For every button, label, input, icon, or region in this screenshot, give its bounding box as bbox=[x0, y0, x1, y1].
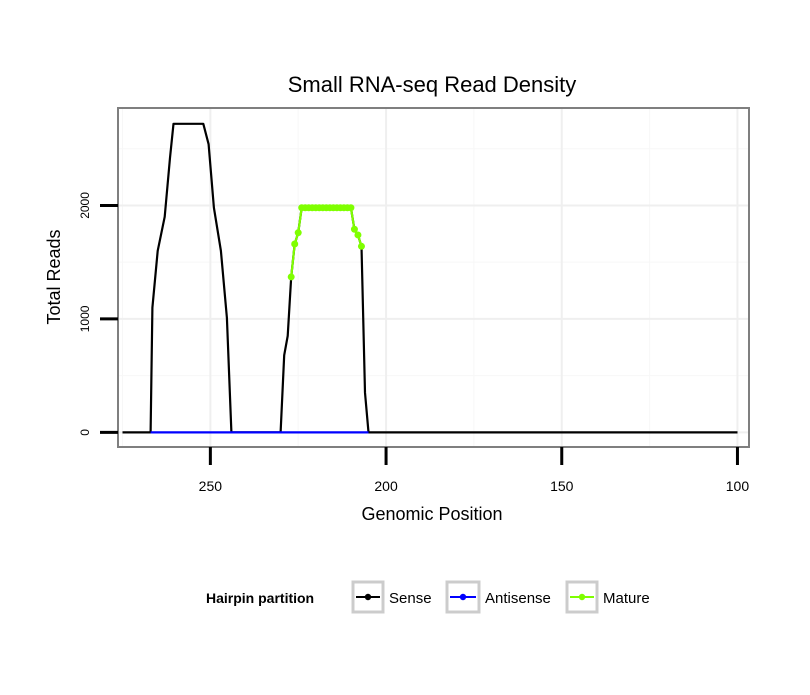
mature-point bbox=[287, 273, 295, 281]
legend-dot-mature bbox=[578, 593, 586, 601]
mature-point bbox=[294, 229, 302, 237]
y-axis-label: Total Reads bbox=[44, 229, 64, 324]
x-tick-label: 200 bbox=[374, 478, 398, 494]
mature-point bbox=[350, 225, 358, 233]
chart-title: Small RNA-seq Read Density bbox=[288, 72, 577, 97]
series-group bbox=[122, 122, 738, 434]
legend-label-antisense: Antisense bbox=[485, 590, 551, 607]
mature-point bbox=[347, 204, 355, 212]
legend-dot-antisense bbox=[459, 593, 467, 601]
x-tick-label: 250 bbox=[199, 478, 223, 494]
mature-point bbox=[291, 240, 299, 248]
mature-point bbox=[357, 242, 365, 250]
legend-label-mature: Mature bbox=[603, 590, 650, 607]
legend-label-sense: Sense bbox=[389, 590, 432, 607]
x-axis-label: Genomic Position bbox=[361, 504, 502, 524]
y-tick-label: 1000 bbox=[78, 305, 92, 332]
legend: Hairpin partition Sense Antisense Mature bbox=[206, 580, 650, 614]
mature-point bbox=[354, 231, 362, 239]
legend-dot-sense bbox=[364, 593, 372, 601]
y-tick-label: 2000 bbox=[78, 192, 92, 219]
plot-panel-border bbox=[117, 107, 750, 448]
x-tick-label: 100 bbox=[726, 478, 750, 494]
x-tick-label: 150 bbox=[550, 478, 574, 494]
legend-title: Hairpin partition bbox=[206, 590, 314, 606]
y-tick-label: 0 bbox=[78, 429, 92, 436]
